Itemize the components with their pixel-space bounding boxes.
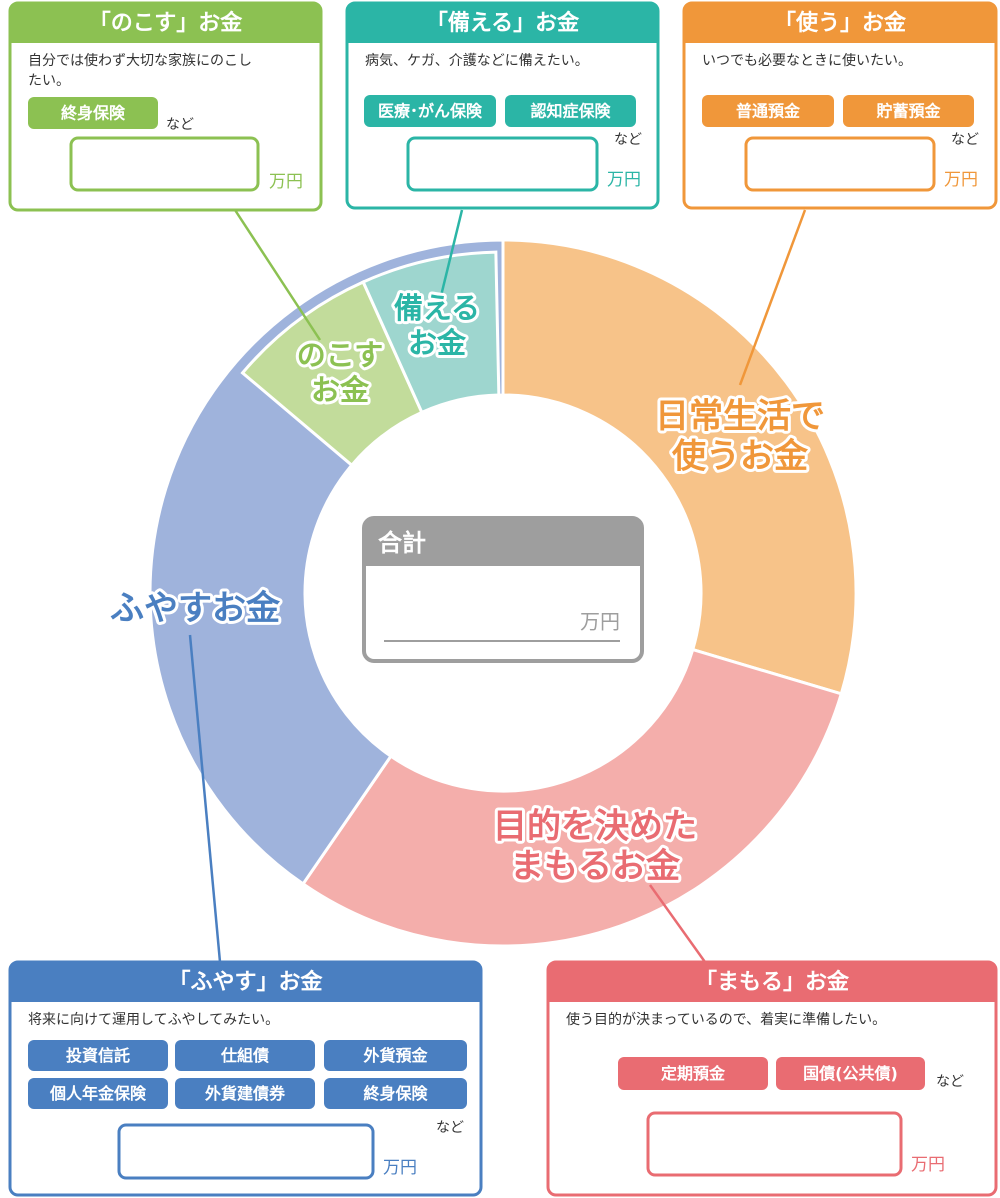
donut-segment (501, 238, 858, 696)
unit-label: 万円 (944, 170, 978, 190)
etc-label: など (436, 1120, 464, 1136)
tag-label: 外貨預金 (362, 1046, 428, 1065)
leader-line (738, 209, 807, 386)
box-header (548, 962, 996, 1002)
leader-line (233, 209, 322, 341)
segment-label: 備える (394, 291, 480, 325)
box-title: 「使う」お金 (774, 10, 907, 36)
amount-input[interactable] (406, 136, 599, 192)
tag (175, 1040, 315, 1071)
segment-label: 目的を決めた (493, 807, 697, 847)
amount-input[interactable] (744, 136, 936, 192)
etc-label: など (936, 1074, 964, 1090)
tag-label: 貯蓄預金 (876, 102, 941, 121)
box-title: 「のこす」お金 (89, 10, 244, 36)
amount-input[interactable] (69, 136, 260, 192)
box-description: 病気、ケガ、介護などに備えたい。 (365, 53, 589, 69)
tag (28, 1040, 168, 1071)
tag-label: 個人年金保険 (49, 1084, 147, 1103)
tag (175, 1078, 315, 1109)
leader-line (438, 209, 464, 301)
box-title: 「まもる」お金 (695, 969, 850, 995)
box-description: 使う目的が決まっているので、着実に準備したい。 (566, 1011, 886, 1028)
etc-label: など (614, 132, 642, 148)
amount-input[interactable] (646, 1111, 903, 1177)
tag-label: 終身保険 (61, 104, 126, 123)
segment-label: まもるお金 (510, 847, 681, 887)
box-header (684, 3, 996, 43)
donut-segment (361, 250, 501, 415)
unit-label: 万円 (607, 170, 641, 190)
tag (505, 95, 636, 127)
tag (324, 1040, 467, 1071)
unit-label: 万円 (383, 1158, 417, 1178)
tag-label: 仕組債 (220, 1046, 269, 1065)
box-description: 自分では使わず大切な家族にのこし (28, 52, 252, 69)
etc-label: など (951, 132, 979, 148)
unit-label: 万円 (911, 1155, 945, 1175)
tag-label: 国債(公共債) (803, 1064, 898, 1083)
box-description: たい。 (28, 73, 70, 89)
unit-label: 万円 (269, 172, 303, 192)
segment-label: 使うお金 (671, 437, 809, 477)
box-header (10, 962, 481, 1002)
tag (364, 95, 496, 127)
box-description: いつでも必要なときに使いたい。 (702, 52, 912, 69)
segment-label: のこす (297, 338, 383, 372)
tag-label: 普通預金 (736, 102, 801, 121)
donut-segment (300, 647, 844, 948)
tag-label: 投資信託 (66, 1046, 130, 1065)
tag (28, 1078, 168, 1109)
total-header (364, 518, 642, 566)
box-header (347, 3, 658, 43)
segment-label: お金 (408, 326, 467, 360)
tag-label: 医療･がん保険 (378, 102, 483, 121)
tag (702, 95, 834, 127)
tag (28, 97, 158, 129)
box-title: 「ふやす」お金 (168, 969, 323, 995)
segment-label: 日常生活で (655, 397, 825, 437)
etc-label: など (166, 117, 194, 133)
leader-line (648, 884, 707, 963)
total-title: 合計 (378, 529, 426, 557)
box-header (10, 3, 321, 43)
leader-line (188, 634, 222, 963)
tag-label: 認知症保険 (530, 102, 611, 121)
amount-input[interactable] (117, 1123, 375, 1180)
tag (776, 1057, 925, 1090)
tag (843, 95, 974, 127)
tag (618, 1057, 768, 1090)
box-description: 将来に向けて運用してふやしてみたい。 (28, 1012, 279, 1028)
tag-label: 定期預金 (660, 1064, 726, 1083)
total-unit: 万円 (580, 610, 620, 634)
segment-label: ふやすお金 (110, 589, 281, 629)
tag (324, 1078, 467, 1109)
box-title: 「備える」お金 (426, 10, 580, 36)
tag-label: 外貨建債券 (204, 1084, 286, 1103)
tag-label: 終身保険 (363, 1084, 428, 1103)
segment-label: お金 (311, 373, 370, 407)
